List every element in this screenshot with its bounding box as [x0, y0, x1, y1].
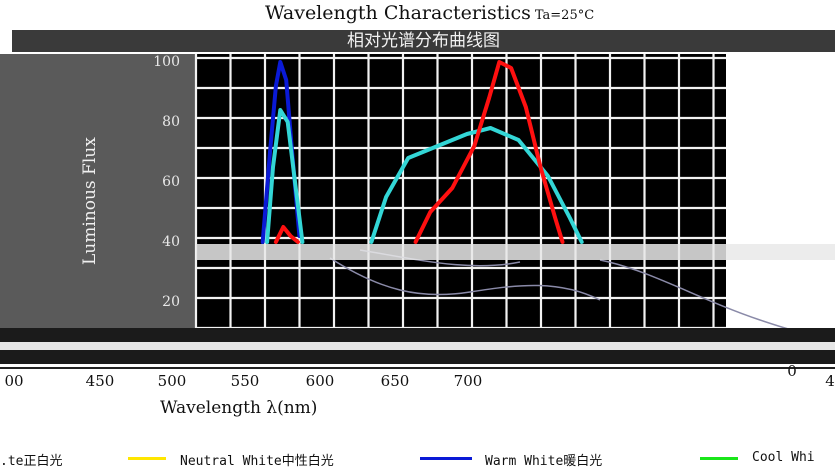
legend: .te正白光 Neutral White中性白光 Warm White暖白光 Cool… [0, 446, 835, 470]
glitch-smear [196, 244, 835, 260]
legend-swatch [128, 457, 166, 460]
plot-background [196, 54, 726, 330]
series-line-2 [273, 225, 300, 244]
series-line-2 [413, 60, 565, 244]
y-tick-label: 60 [162, 174, 180, 190]
legend-label: Warm White暖白光 [485, 454, 603, 469]
x-tick-label: 600 [305, 372, 335, 390]
legend-label: Cool Whi [752, 450, 815, 465]
x-tick-label: 00 [4, 372, 24, 390]
x-axis-line [0, 367, 835, 369]
y-tick-label: 80 [162, 114, 180, 130]
y-axis-pane [0, 54, 196, 330]
title-text: Wavelength Characteristics [265, 2, 531, 24]
x-tick-label: 4 [825, 372, 835, 390]
title-condition: Ta=25°C [534, 8, 595, 23]
series-line-1 [265, 108, 305, 244]
y-tick-label: 40 [162, 234, 180, 250]
legend-swatch [420, 457, 472, 460]
x-tick-label: 550 [230, 372, 260, 390]
x-tick-label: 450 [85, 372, 115, 390]
chart-subtitle: 相对光谱分布曲线图 [347, 31, 500, 51]
x-tick-label: 0 [787, 362, 797, 380]
legend-label: .te正白光 [0, 454, 63, 469]
x-tick-label: 700 [453, 372, 483, 390]
legend-swatch [700, 457, 738, 460]
x-axis-label: Wavelength λ(nm) [160, 398, 318, 418]
glitch-fragment [329, 257, 601, 301]
y-tick-label: 20 [162, 294, 180, 310]
y-tick-label: 100 [153, 54, 180, 70]
x-tick-label: 500 [157, 372, 187, 390]
chart-title: Wavelength Characteristics Ta=25°C [265, 2, 685, 24]
lower-strip [0, 342, 835, 350]
x-tick-label: 650 [380, 372, 410, 390]
legend-label: Neutral White中性白光 [180, 454, 334, 469]
subtitle-band: 相对光谱分布曲线图 [12, 30, 835, 52]
